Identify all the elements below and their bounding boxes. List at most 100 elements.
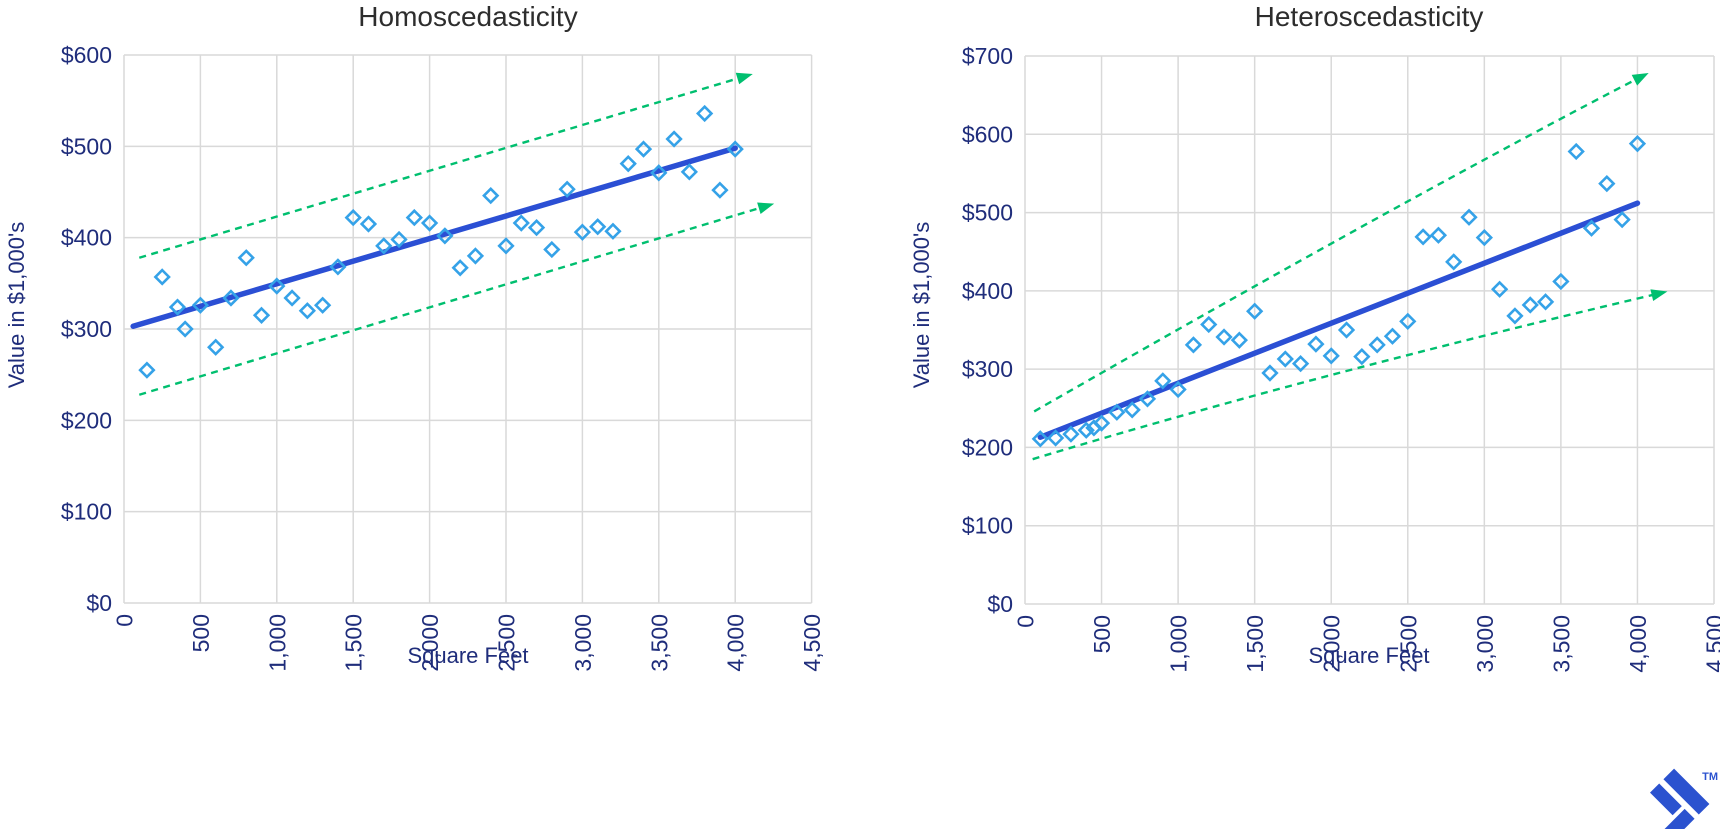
logo-bar (1650, 783, 1682, 816)
x-tick-label: 2,000 (1319, 615, 1345, 673)
y-axis-title-left: Value in $1,000's (4, 221, 29, 389)
scatter-point (1475, 228, 1493, 247)
x-tick-label: 4,000 (723, 614, 749, 672)
scatter-point (390, 230, 408, 249)
scatter-point (1613, 210, 1631, 229)
scatter-point (527, 218, 546, 237)
scatter-point (1414, 228, 1432, 246)
scatter-point (1506, 307, 1524, 325)
scatter-point (726, 140, 744, 158)
y-tick-label: $400 (962, 278, 1013, 304)
x-tick-label: 500 (188, 614, 214, 652)
x-tick-label: 3,000 (570, 614, 596, 672)
scatter-point (405, 208, 423, 227)
y-tick-label: $500 (962, 200, 1013, 226)
y-tick-label: $300 (962, 356, 1013, 382)
scatter-point (1261, 364, 1279, 382)
scatter-point (252, 306, 271, 324)
y-tick-label: $700 (962, 43, 1013, 69)
scatter-point (1567, 142, 1585, 161)
scatter-point (558, 180, 576, 198)
scatter-point (222, 289, 240, 307)
scatter-point (619, 155, 637, 173)
toptal-logo: TM (1650, 768, 1718, 829)
y-tick-label: $200 (962, 434, 1013, 460)
scatter-point (283, 289, 301, 307)
y-tick-label: $0 (987, 591, 1013, 617)
scatter-point (680, 163, 698, 181)
scatter-point (1368, 336, 1386, 354)
scatter-point (1429, 226, 1448, 244)
scatter-point (1521, 296, 1539, 314)
scatter-point (436, 227, 454, 245)
scatter-point (1215, 328, 1233, 346)
x-tick-label: 4,500 (799, 614, 825, 672)
scatter-point (1108, 403, 1126, 421)
x-tick-label: 3,500 (1548, 615, 1574, 673)
scatter-point (634, 140, 653, 158)
scatter-point (298, 302, 316, 320)
scatter-point (1276, 350, 1294, 368)
scatter-point (497, 237, 515, 255)
scatter-point (1353, 347, 1371, 366)
y-tick-label: $0 (86, 590, 112, 616)
scatter-point (451, 259, 469, 277)
scatter-point (1031, 430, 1049, 448)
scatter-point (1062, 425, 1080, 443)
scatter-point (1582, 219, 1601, 237)
logo-stem (1660, 808, 1695, 829)
scatter-point (314, 296, 332, 314)
x-axis-title-left: Square Feet (407, 643, 529, 668)
scatter-point (1291, 355, 1310, 373)
scatter-point (1092, 414, 1111, 432)
scatter-point (696, 104, 714, 123)
y-tick-label: $400 (61, 225, 112, 251)
chart-title-homoscedasticity: Homoscedasticity (358, 1, 578, 32)
upper-confidence-band (138, 72, 753, 259)
scatter-point (466, 247, 485, 265)
x-tick-label: 500 (1089, 615, 1115, 653)
scatter-point (1230, 331, 1248, 349)
y-tick-label: $200 (61, 407, 112, 433)
scatter-point (1399, 312, 1417, 331)
chart-homoscedasticity: $0 $100 $200 $300 $400 $500 $600 0 500 1,000 1,500… (61, 42, 825, 672)
scatter-point (711, 181, 729, 199)
scatter-point (1169, 380, 1187, 399)
scatter-point (573, 223, 592, 241)
scatter-point (512, 214, 530, 232)
scatter-point (1445, 253, 1463, 271)
scatter-point (1123, 401, 1141, 419)
x-tick-label: 4,500 (1702, 615, 1720, 673)
scatter-point (1628, 135, 1647, 153)
x-tick-label: 2,500 (494, 614, 520, 672)
scatter-point (1460, 208, 1478, 226)
chart-title-heteroscedasticity: Heteroscedasticity (1254, 1, 1484, 32)
scatter-point (1154, 372, 1172, 390)
chart-heteroscedasticity: $0 $100 $200 $300 $400 $500 $600 $700 0 500 1,000 1… (962, 43, 1720, 673)
scatter-point (1598, 174, 1616, 193)
x-tick-label: 4,000 (1625, 615, 1651, 673)
scatter-point (1536, 293, 1555, 311)
scatter-point (665, 130, 683, 148)
x-tick-label: 0 (1013, 615, 1039, 628)
x-axis-title-right: Square Feet (1308, 643, 1430, 668)
scatter-point (1322, 347, 1340, 365)
scatter-point (375, 237, 393, 255)
logo-beam (1663, 768, 1710, 815)
scatter-point (1246, 302, 1264, 320)
x-tick-label: 3,000 (1472, 615, 1498, 673)
y-tick-label: $300 (61, 316, 112, 342)
scatter-point (268, 277, 286, 295)
scatter-point (1046, 429, 1065, 447)
scatter-point (1077, 421, 1095, 439)
x-tick-label: 1,500 (1242, 615, 1268, 673)
scatter-point (1491, 280, 1509, 298)
x-tick-label: 1,000 (1166, 615, 1192, 673)
scatter-point (1200, 315, 1218, 334)
scatter-point (1138, 390, 1157, 408)
scatter-point (153, 268, 171, 286)
scatter-point (176, 320, 194, 338)
scatter-point (359, 215, 378, 233)
scatter-point (1383, 327, 1402, 345)
